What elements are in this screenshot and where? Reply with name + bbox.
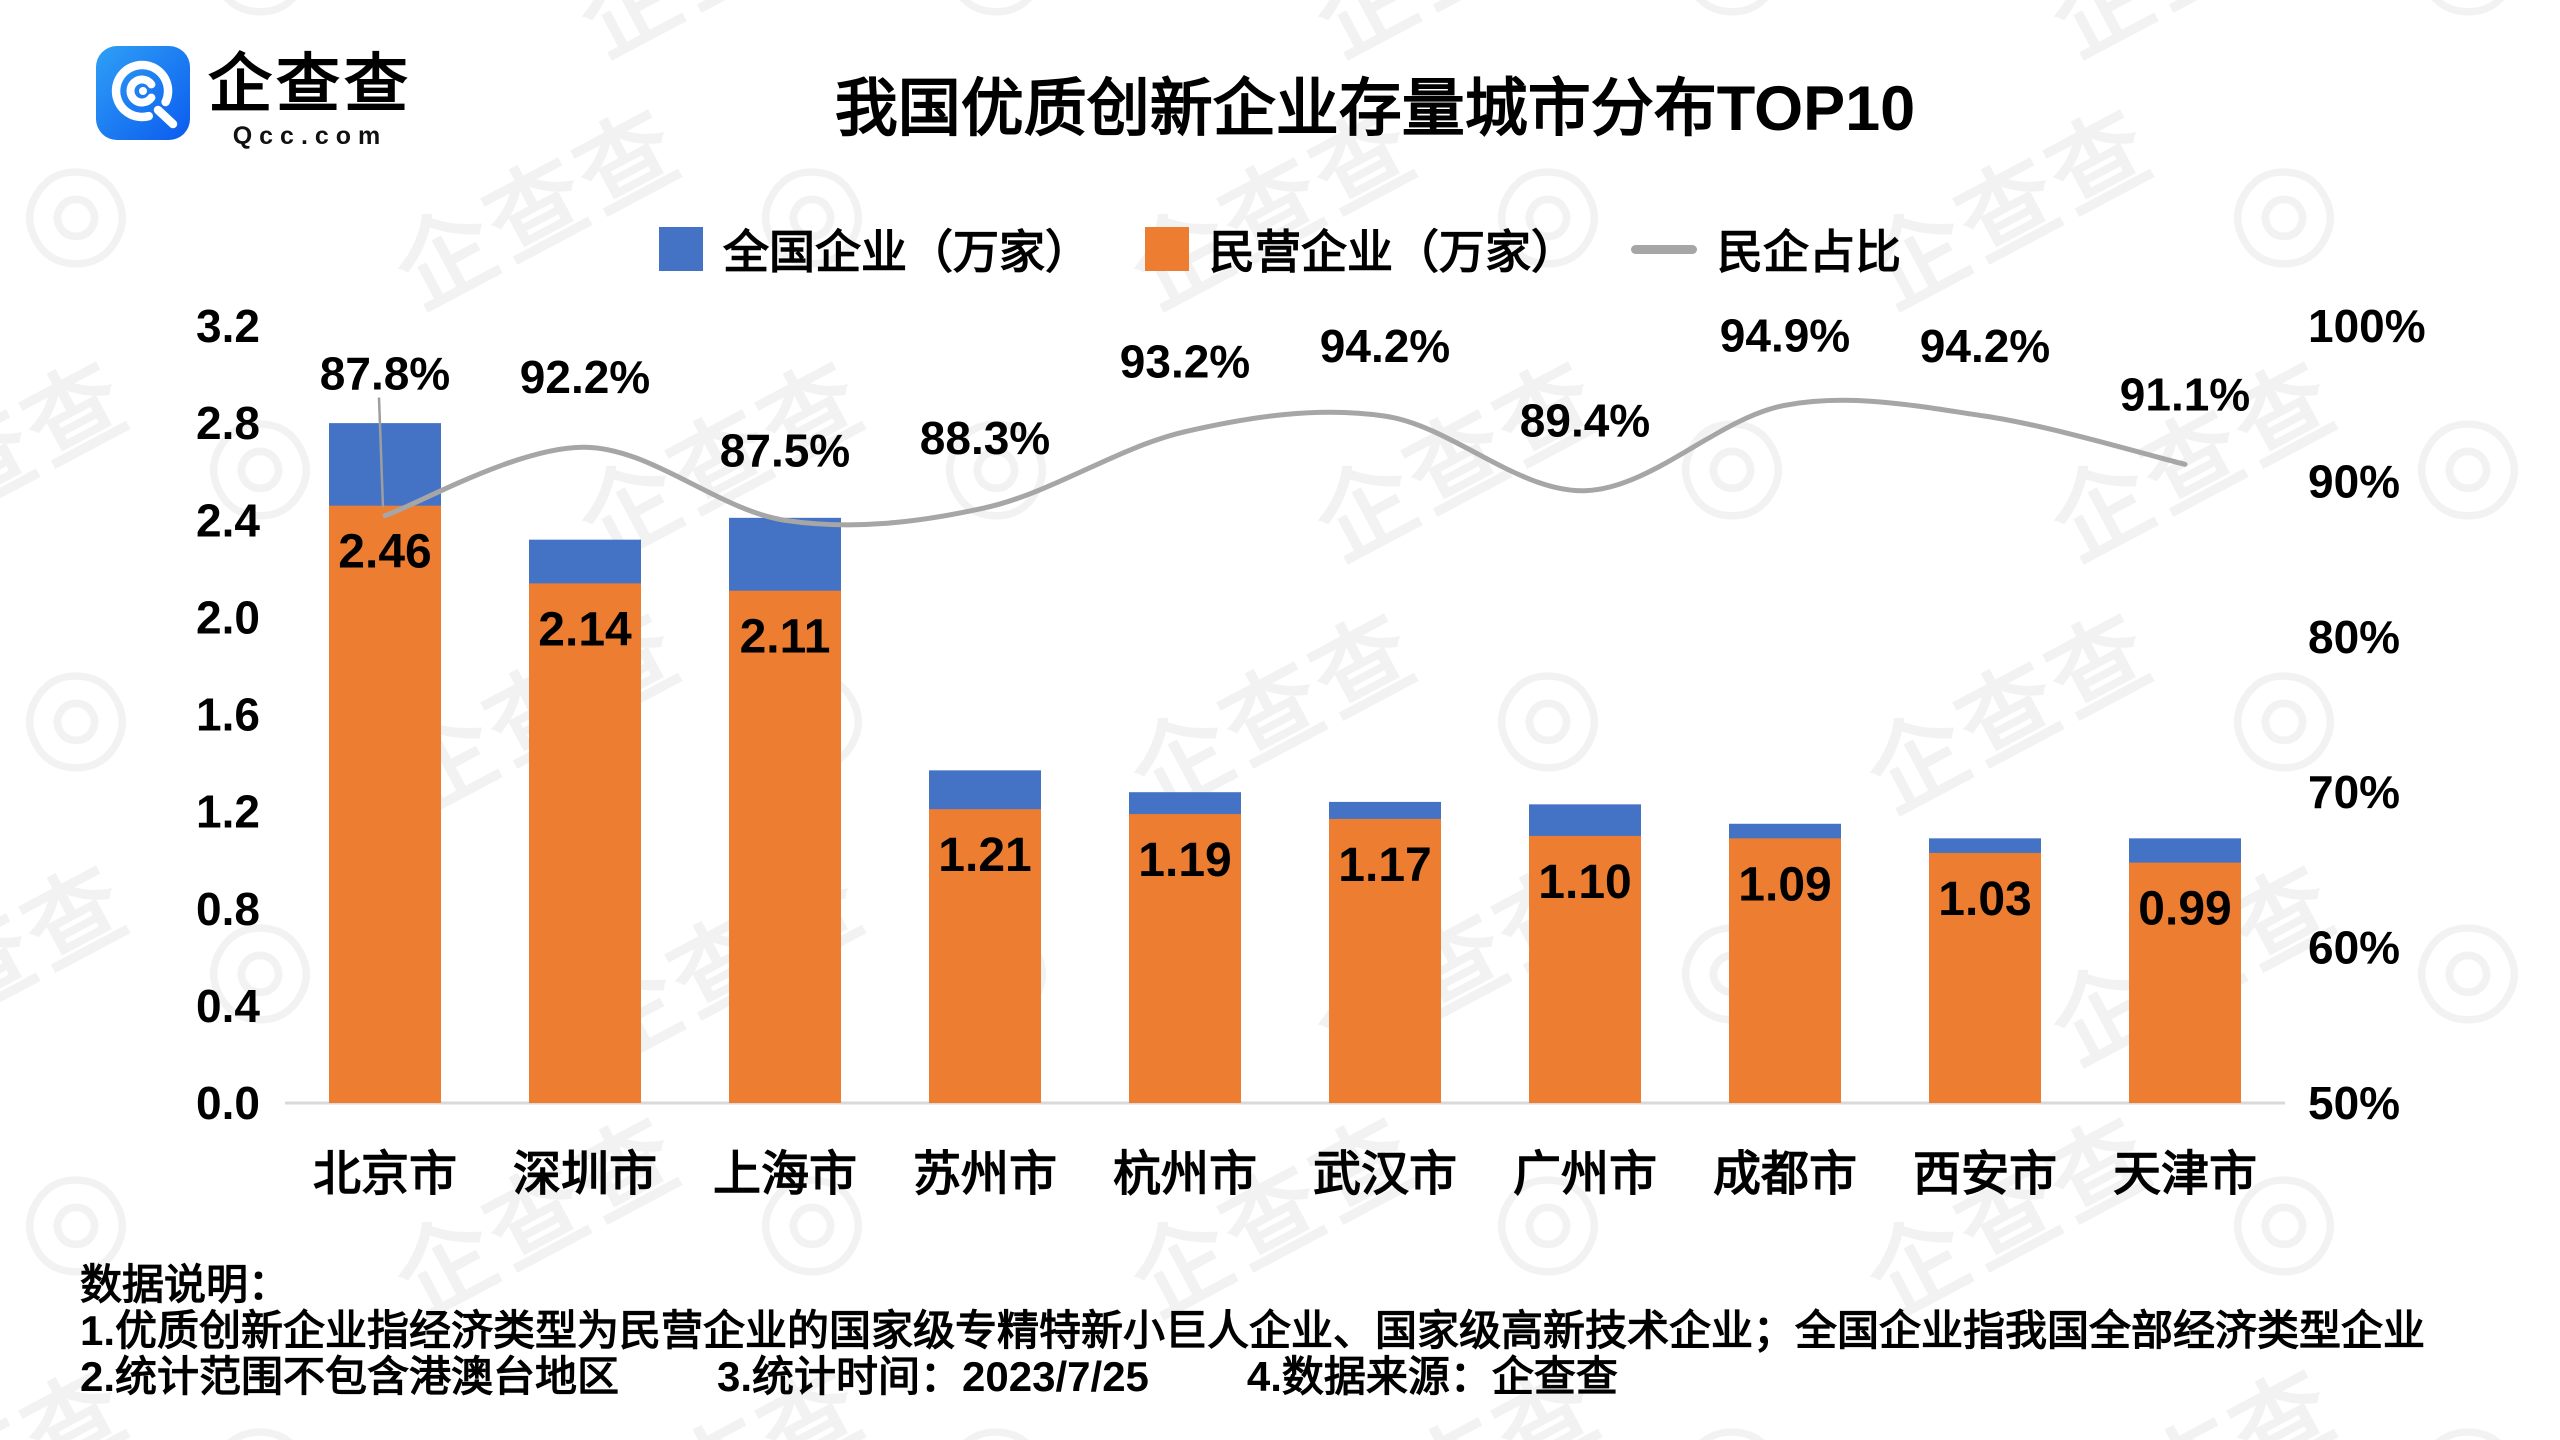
notes-line1: 1.优质创新企业指经济类型为民营企业的国家级专精特新小巨人企业、国家级高新技术企…: [80, 1307, 2426, 1354]
data-notes: 数据说明： 1.优质创新企业指经济类型为民营企业的国家级专精特新小巨人企业、国家…: [80, 1262, 2425, 1400]
qcc-logo-text: 企查查 Qcc.com: [208, 52, 412, 151]
bar-label-5: 1.17: [1338, 839, 1431, 892]
right-axis-tick-4: 60%: [2308, 922, 2400, 974]
left-axis-tick-1: 2.8: [196, 397, 260, 449]
bar-private-5: [1329, 818, 1441, 1103]
ratio-label-6: 89.4%: [1520, 395, 1650, 447]
bar-private-7: [1729, 838, 1841, 1103]
legend-label: 民营企业（万家）: [1209, 226, 1577, 278]
bar-label-7: 1.09: [1738, 858, 1831, 911]
category-label-6: 广州市: [1513, 1148, 1657, 1201]
ratio-label-leader-0: [377, 397, 385, 508]
category-label-0: 北京市: [313, 1148, 457, 1201]
category-label-3: 苏州市: [913, 1148, 1057, 1201]
left-axis-tick-7: 0.4: [196, 980, 260, 1032]
ratio-label-8: 94.2%: [1920, 320, 2050, 372]
left-axis-tick-2: 2.4: [196, 494, 260, 546]
legend-item-ratio: 民企占比: [1631, 216, 1901, 282]
bar-private-0: [329, 505, 441, 1103]
chart-title: 我国优质创新企业存量城市分布TOP10: [834, 74, 1916, 144]
category-label-4: 杭州市: [1113, 1148, 1257, 1201]
ratio-label-9: 91.1%: [2120, 368, 2250, 420]
bar-private-9: [2129, 862, 2241, 1103]
legend-label: 全国企业（万家）: [723, 226, 1091, 278]
bar-label-6: 1.10: [1538, 856, 1631, 909]
right-axis-tick-0: 100%: [2308, 300, 2426, 352]
ratio-label-0: 87.8%: [320, 348, 450, 400]
legend-swatch-blue: [659, 227, 703, 271]
ratio-label-3: 88.3%: [920, 412, 1050, 464]
left-axis-tick-5: 1.2: [196, 786, 260, 838]
right-axis-tick-3: 70%: [2308, 766, 2400, 818]
bar-label-3: 1.21: [938, 829, 1031, 882]
left-axis-tick-4: 1.6: [196, 689, 260, 741]
bar-private-4: [1129, 814, 1241, 1103]
bar-label-4: 1.19: [1138, 834, 1231, 887]
left-axis-tick-3: 2.0: [196, 591, 260, 643]
bar-label-0: 2.46: [338, 526, 431, 579]
qcc-logo: 企查查 Qcc.com: [96, 46, 412, 151]
ratio-label-4: 93.2%: [1120, 336, 1250, 388]
bar-private-8: [1929, 852, 2041, 1103]
bar-label-2: 2.11: [740, 611, 831, 664]
ratio-label-1: 92.2%: [520, 351, 650, 403]
category-label-9: 天津市: [2113, 1148, 2257, 1201]
ratio-line: [382, 397, 2188, 528]
legend-label: 民企占比: [1717, 226, 1901, 278]
category-label-1: 深圳市: [513, 1148, 657, 1201]
notes-line2: 2.统计范围不包含港澳台地区 3.统计时间：2023/7/25 4.数据来源：企…: [80, 1353, 1618, 1400]
bar-label-9: 0.99: [2138, 883, 2231, 936]
legend-swatch-orange: [1145, 227, 1189, 271]
right-axis-tick-2: 80%: [2308, 611, 2400, 663]
chart-legend: 全国企业（万家） 民营企业（万家） 民企占比: [0, 216, 2560, 282]
category-label-5: 武汉市: [1313, 1148, 1457, 1201]
ratio-label-7: 94.9%: [1720, 309, 1850, 361]
notes-heading: 数据说明：: [80, 1261, 291, 1308]
bar-label-8: 1.03: [1938, 873, 2031, 926]
legend-item-total: 全国企业（万家）: [659, 216, 1091, 282]
bar-private-3: [929, 809, 1041, 1103]
ratio-label-2: 87.5%: [720, 424, 850, 476]
category-label-2: 上海市: [713, 1148, 857, 1201]
legend-item-private: 民营企业（万家）: [1145, 216, 1577, 282]
bar-private-6: [1529, 835, 1641, 1103]
ratio-label-5: 94.2%: [1320, 320, 1450, 372]
category-label-8: 西安市: [1913, 1148, 2057, 1201]
legend-swatch-line: [1631, 244, 1697, 254]
category-label-7: 成都市: [1713, 1148, 1857, 1201]
right-axis-tick-5: 50%: [2308, 1077, 2400, 1129]
brand-name: 企查查: [208, 48, 412, 120]
left-axis-tick-0: 3.2: [196, 300, 260, 352]
left-axis-tick-8: 0.0: [196, 1077, 260, 1129]
right-axis-tick-1: 90%: [2308, 455, 2400, 507]
bar-label-1: 2.14: [538, 603, 632, 656]
qcc-logo-icon: [96, 46, 190, 140]
bar-private-1: [529, 583, 641, 1103]
bar-private-2: [729, 590, 841, 1103]
brand-domain: Qcc.com: [232, 122, 388, 150]
left-axis-tick-6: 0.8: [196, 883, 260, 935]
